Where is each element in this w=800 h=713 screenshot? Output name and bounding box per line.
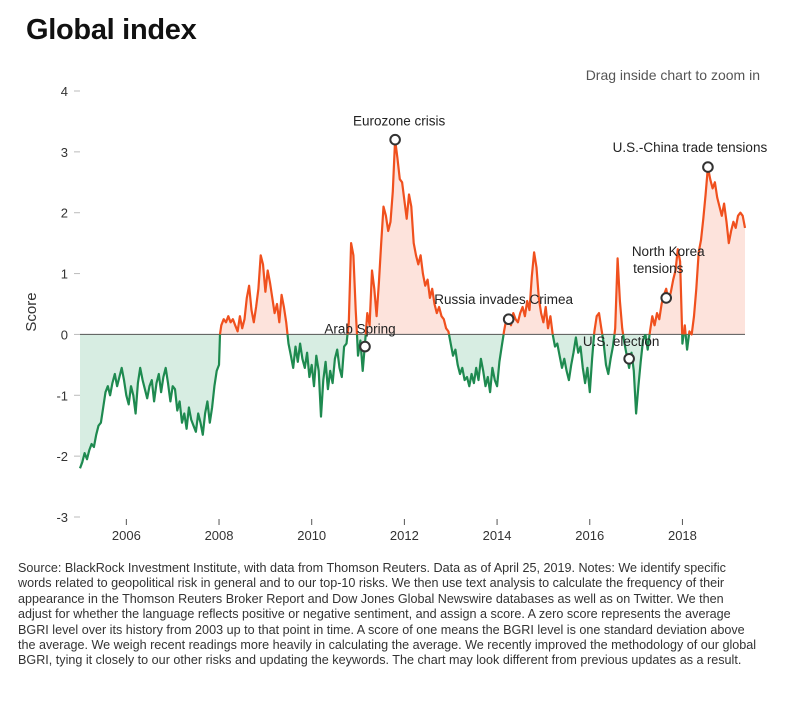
annotation-label: Eurozone crisis xyxy=(353,114,446,129)
negative-line xyxy=(601,334,616,376)
annotation-label: Russia invades Crimea xyxy=(434,292,573,307)
annotation-marker xyxy=(623,352,635,365)
positive-line xyxy=(593,312,604,335)
negative-line xyxy=(644,334,651,351)
negative-area xyxy=(552,334,595,393)
y-tick-label: -3 xyxy=(56,510,68,525)
chart-title: Global index xyxy=(26,14,197,46)
annotation-label: Arab Spring xyxy=(324,322,395,337)
positive-line xyxy=(682,324,687,335)
annotation-label: U.S.-China trade tensions xyxy=(613,140,768,155)
positive-line xyxy=(687,166,747,336)
annotation-label: North Korea tensions xyxy=(632,244,705,276)
x-tick-label: 2010 xyxy=(297,528,326,543)
negative-line xyxy=(286,334,349,418)
positive-line xyxy=(364,138,451,335)
negative-area xyxy=(449,334,504,393)
annotation-marker xyxy=(702,161,714,173)
negative-area xyxy=(80,334,220,469)
annotation-marker xyxy=(359,340,371,353)
positive-line xyxy=(346,242,359,335)
area-fill xyxy=(80,139,745,469)
positive-area xyxy=(689,167,745,335)
y-tick-label: -2 xyxy=(56,449,68,464)
y-axis: -3 -2 -1 0 1 2 3 4 xyxy=(56,84,80,525)
y-tick-label: 1 xyxy=(61,267,68,282)
positive-line xyxy=(648,248,684,335)
x-tick-label: 2008 xyxy=(205,528,234,543)
negative-area xyxy=(602,334,615,374)
annotations: Eurozone crisis U.S.-China trade tensions… xyxy=(324,114,768,365)
annotation-label: U.S. election xyxy=(583,334,660,349)
annotation-marker xyxy=(502,313,515,326)
y-tick-label: 3 xyxy=(61,145,68,160)
y-tick-label: 0 xyxy=(61,327,68,342)
zoom-hint: Drag inside chart to zoom in xyxy=(585,67,760,83)
negative-line xyxy=(447,334,505,394)
negative-line xyxy=(681,334,685,345)
negative-line xyxy=(622,333,647,415)
positive-line xyxy=(613,257,625,335)
y-axis-label: Score xyxy=(23,292,40,331)
positive-area xyxy=(220,255,288,335)
y-tick-label: 4 xyxy=(61,84,68,99)
negative-line xyxy=(78,334,222,469)
positive-line xyxy=(218,254,289,335)
positive-area xyxy=(594,313,603,335)
x-tick-label: 2018 xyxy=(668,528,697,543)
source-note: Source: BlackRock Investment Institute, … xyxy=(18,561,757,668)
annotation-marker xyxy=(660,292,673,304)
annotation-marker xyxy=(389,133,401,146)
negative-line xyxy=(551,334,596,394)
x-tick-label: 2014 xyxy=(483,528,512,543)
y-tick-label: 2 xyxy=(61,206,68,221)
x-tick-label: 2016 xyxy=(575,528,604,543)
x-tick-label: 2012 xyxy=(390,528,419,543)
negative-line xyxy=(684,334,691,351)
y-tick-label: -1 xyxy=(56,388,68,403)
x-axis: 2006 2008 2010 2012 2014 2016 2018 xyxy=(112,519,697,543)
series-line xyxy=(78,138,747,469)
x-tick-label: 2006 xyxy=(112,528,141,543)
